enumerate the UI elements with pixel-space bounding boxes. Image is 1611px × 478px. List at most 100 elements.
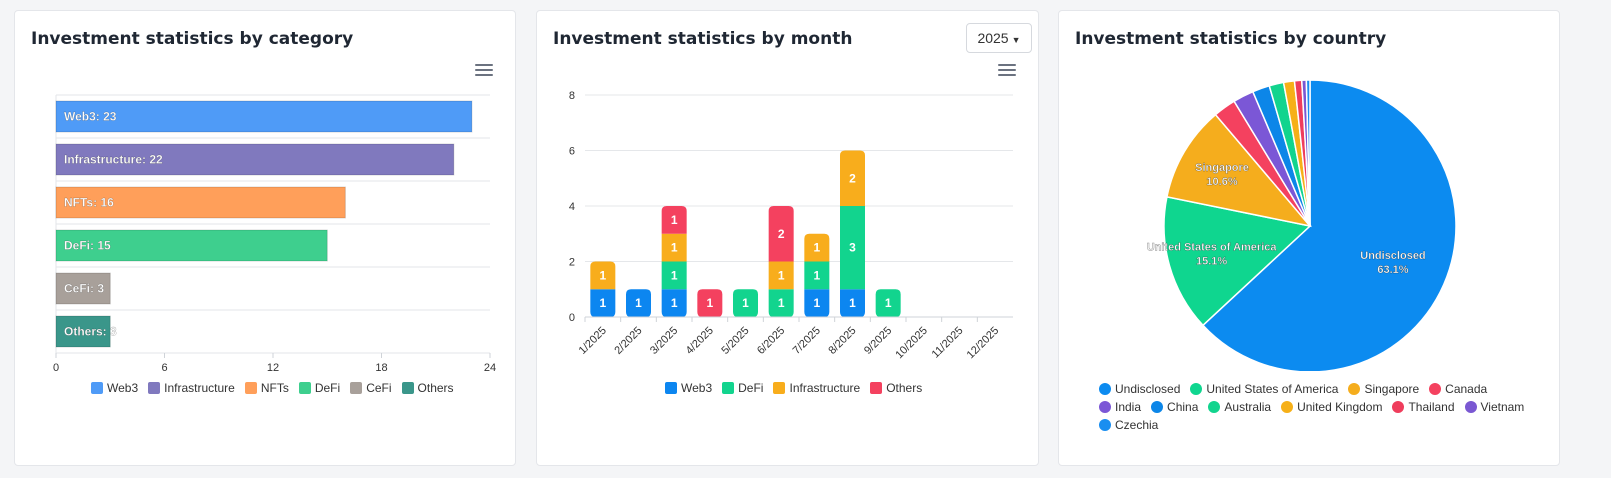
bar-segment bbox=[626, 289, 651, 317]
legend-swatch bbox=[91, 382, 103, 394]
bar-segment bbox=[768, 206, 794, 262]
bar-data-label: 1 bbox=[849, 296, 856, 310]
chart-menu-icon[interactable] bbox=[475, 64, 493, 78]
pie-label-percent: 15.1% bbox=[1196, 256, 1227, 268]
bar-segment bbox=[768, 261, 794, 290]
bar-segment bbox=[661, 206, 687, 234]
legend-item[interactable]: CeFi bbox=[350, 381, 392, 395]
pie-label-name: Undisclosed bbox=[1360, 250, 1425, 262]
x-tick-label: 6/2025 bbox=[755, 325, 787, 357]
bar-segment bbox=[733, 289, 758, 317]
bar-segment bbox=[661, 233, 687, 262]
bar-segment bbox=[804, 261, 830, 290]
legend-label: Czechia bbox=[1115, 418, 1159, 432]
bar-data-label: 1 bbox=[778, 296, 785, 310]
legend-swatch bbox=[1190, 383, 1203, 395]
bar bbox=[55, 229, 328, 262]
x-tick-label: 12 bbox=[267, 362, 279, 374]
legend-item[interactable]: United States of America bbox=[1190, 382, 1338, 396]
legend-label: Others bbox=[886, 381, 923, 395]
chevron-down-icon: ▼ bbox=[1011, 35, 1021, 45]
x-tick-label: 7/2025 bbox=[791, 325, 823, 357]
legend-item[interactable]: United Kingdom bbox=[1281, 400, 1382, 414]
bar-segment bbox=[661, 261, 687, 290]
legend-item[interactable]: Thailand bbox=[1392, 400, 1455, 414]
bar bbox=[55, 100, 473, 133]
legend-item[interactable]: India bbox=[1099, 400, 1141, 414]
bar-data-label: 1 bbox=[813, 296, 820, 310]
bar-segment bbox=[804, 289, 830, 317]
card-title: Investment statistics by country bbox=[1075, 29, 1387, 49]
x-tick-label: 0 bbox=[53, 362, 59, 374]
card-title: Investment statistics by month bbox=[553, 29, 853, 49]
pie-label-name: Singapore bbox=[1195, 162, 1249, 174]
bar-data-label: Others: 3 bbox=[64, 325, 117, 339]
legend-item[interactable]: Infrastructure bbox=[148, 381, 235, 395]
bar bbox=[55, 272, 111, 305]
legend-item[interactable]: DeFi bbox=[722, 381, 763, 395]
pie-slice bbox=[1166, 113, 1312, 228]
legend-item[interactable]: NFTs bbox=[244, 381, 289, 395]
chart-menu-icon[interactable] bbox=[998, 64, 1016, 78]
legend-item[interactable]: Singapore bbox=[1348, 382, 1419, 396]
legend-label: United Kingdom bbox=[1297, 400, 1383, 414]
legend-item[interactable]: China bbox=[1151, 400, 1198, 414]
legend-label: Australia bbox=[1224, 400, 1272, 414]
legend-item[interactable]: Others bbox=[401, 381, 454, 395]
legend-label: Vietnam bbox=[1480, 400, 1525, 414]
legend-swatch bbox=[1208, 401, 1221, 413]
legend-item[interactable]: Web3 bbox=[91, 381, 138, 395]
legend-swatch bbox=[148, 382, 161, 394]
bar-segment bbox=[661, 289, 687, 317]
bar bbox=[55, 315, 111, 348]
legend-item[interactable]: Australia bbox=[1208, 400, 1271, 414]
bar-segment bbox=[840, 150, 865, 206]
year-select[interactable]: 2025 ▼ bbox=[966, 23, 1032, 53]
bar-data-label: 2 bbox=[778, 227, 785, 241]
legend-item[interactable]: Others bbox=[870, 381, 922, 395]
bar bbox=[55, 186, 346, 219]
legend-label: Singapore bbox=[1364, 382, 1420, 396]
x-tick-label: 6 bbox=[161, 362, 167, 374]
x-tick-label: 1/2025 bbox=[577, 325, 609, 357]
legend-item[interactable]: Infrastructure bbox=[773, 381, 860, 395]
legend-item[interactable]: DeFi bbox=[298, 381, 340, 395]
legend-label: CeFi bbox=[366, 381, 392, 395]
y-tick-label: 2 bbox=[569, 257, 575, 269]
card-title: Investment statistics by category bbox=[31, 29, 354, 49]
bar-segment bbox=[840, 206, 865, 290]
y-tick-label: 6 bbox=[569, 146, 575, 158]
bar-data-label: 1 bbox=[671, 296, 678, 310]
legend-label: Others bbox=[417, 381, 454, 395]
x-tick-label: 8/2025 bbox=[826, 325, 858, 357]
legend-item[interactable]: Undisclosed bbox=[1099, 382, 1180, 396]
x-tick-label: 11/2025 bbox=[930, 325, 966, 361]
legend-item[interactable]: Canada bbox=[1429, 382, 1487, 396]
legend-swatch bbox=[350, 382, 363, 394]
x-tick-label: 12/2025 bbox=[965, 325, 1002, 362]
bar-data-label: Web3: 23 bbox=[64, 110, 117, 124]
country-pie-chart: Undisclosed 63.1% United States of America… bbox=[1146, 79, 1457, 371]
category-bar-chart: Web3: 23 Infrastructure: 22 NFTs: 16 DeFi: … bbox=[53, 94, 496, 374]
bar-data-label: 1 bbox=[706, 296, 713, 310]
legend-item[interactable]: Vietnam bbox=[1464, 400, 1525, 414]
bar-segment bbox=[590, 289, 616, 317]
legend-swatch bbox=[1099, 419, 1111, 431]
bar-data-label: 1 bbox=[635, 296, 642, 310]
pie-label-name: United States of America bbox=[1147, 242, 1278, 254]
chart-legend: Web3 DeFi Infrastructure Others bbox=[665, 381, 1025, 395]
bar-data-label: Infrastructure: 22 bbox=[64, 153, 163, 167]
legend-swatch bbox=[401, 382, 414, 394]
bar-data-label: NFTs: 16 bbox=[64, 196, 114, 210]
legend-item[interactable]: Web3 bbox=[665, 381, 712, 395]
pie-slice bbox=[1163, 195, 1312, 327]
chart-legend: Web3 Infrastructure NFTs DeFi CeFi Others bbox=[91, 381, 511, 395]
legend-swatch bbox=[1392, 401, 1405, 413]
legend-item[interactable]: Czechia bbox=[1099, 418, 1158, 432]
bar-data-label: 1 bbox=[813, 241, 820, 255]
bar-data-label: 1 bbox=[599, 268, 606, 282]
pie-label-percent: 10.6% bbox=[1206, 176, 1237, 188]
legend-label: India bbox=[1115, 400, 1142, 414]
legend-label: Infrastructure bbox=[789, 381, 861, 395]
y-tick-label: 4 bbox=[569, 201, 575, 213]
